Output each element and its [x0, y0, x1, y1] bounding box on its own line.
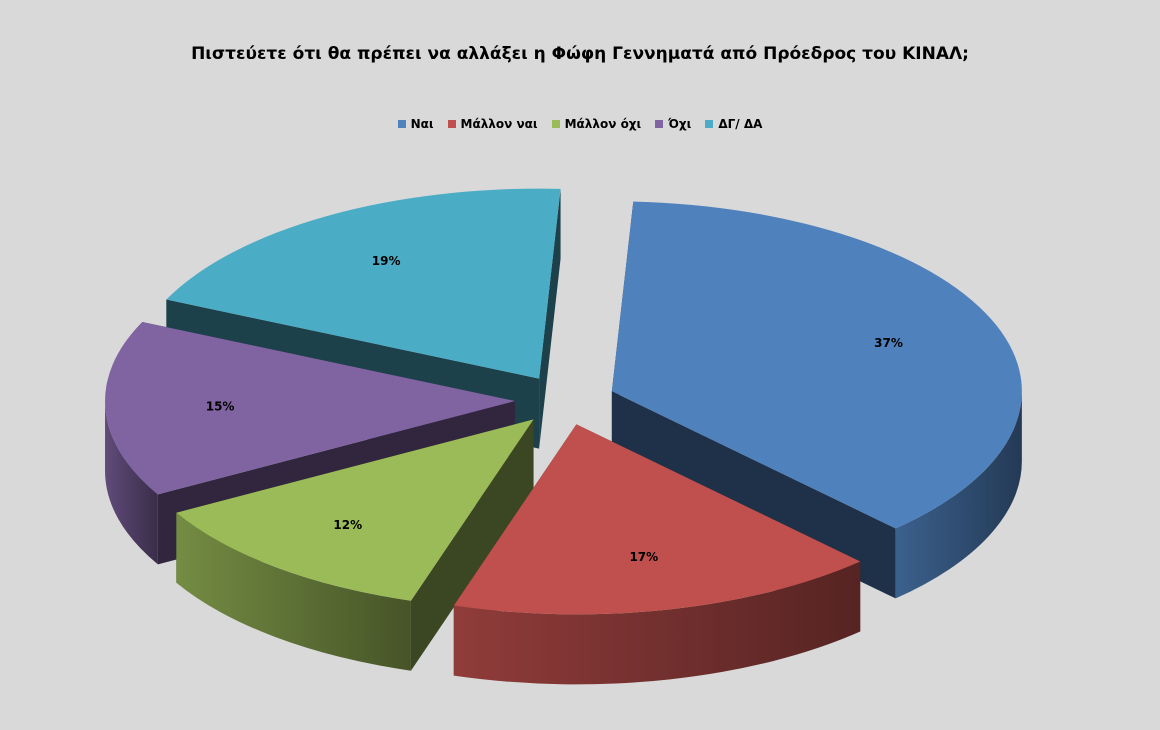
pie-label-2: 12% [333, 518, 362, 532]
pie-slice-side-1-0 [453, 561, 861, 685]
pie-label-0: 37% [874, 336, 903, 350]
pie-slice-side-2-0 [176, 512, 411, 671]
legend-label-nai: Ναι [410, 117, 434, 131]
legend-label-mallon-ohi: Μάλλον όχι [564, 117, 642, 131]
pie-slice-2 [176, 419, 534, 671]
pie-slice-top-3 [105, 321, 516, 495]
pie-slice-top-0 [611, 201, 1022, 529]
legend-swatch-ohi [655, 120, 664, 128]
legend-label-ohi: Όχι [668, 117, 692, 131]
pie-slice-top-4 [166, 188, 561, 379]
pie-label-4: 19% [372, 254, 401, 268]
chart-title: Πιστεύετε ότι θα πρέπει να αλλάξει η Φώφ… [191, 44, 969, 64]
legend-item-nai: Ναι [397, 117, 434, 131]
chart-legend: Ναι Μάλλον ναι Μάλλον όχι Όχι ΔΓ/ ΔΑ [0, 117, 1160, 131]
pie-slice-wall-4-1 [539, 188, 561, 449]
legend-swatch-nai [397, 120, 406, 128]
pie-slice-top-1 [453, 424, 861, 615]
legend-swatch-mallon-ohi [551, 120, 560, 128]
legend-item-mallon-nai: Μάλλον ναι [447, 117, 538, 131]
legend-label-mallon-nai: Μάλλον ναι [460, 117, 538, 131]
pie-slice-side-0-0 [895, 391, 1022, 599]
legend-swatch-mallon-nai [447, 120, 456, 128]
pie-slice-1 [453, 424, 861, 685]
legend-item-ohi: Όχι [655, 117, 691, 131]
pie-label-1: 17% [629, 550, 658, 564]
legend-item-mallon-ohi: Μάλλον όχι [551, 117, 642, 131]
legend-label-dg-da: ΔΓ/ ΔΑ [718, 117, 763, 131]
pie-slice-top-2 [176, 419, 534, 601]
legend-swatch-dg-da [705, 120, 714, 128]
legend-item-dg-da: ΔΓ/ ΔΑ [705, 117, 762, 131]
pie-slice-side-3-0 [105, 401, 158, 565]
pie-label-3: 15% [206, 399, 235, 413]
